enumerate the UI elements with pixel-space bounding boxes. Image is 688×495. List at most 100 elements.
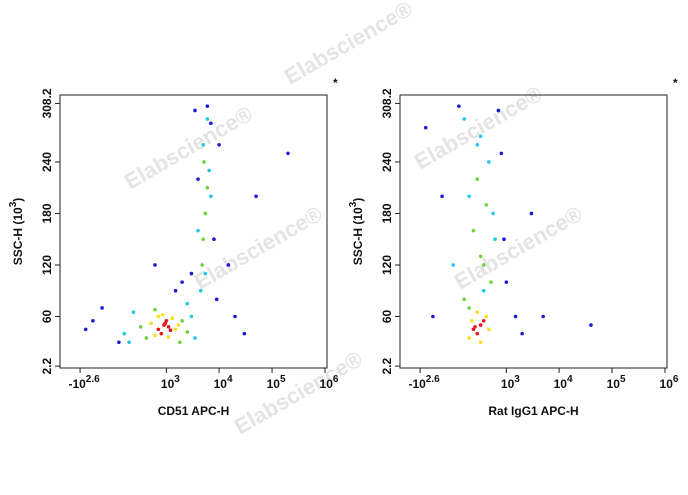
x-tick-exp: 5 xyxy=(620,374,626,385)
event-dot xyxy=(170,316,175,321)
y-title-exp: 3 xyxy=(348,201,359,207)
y-tick-label: 240 xyxy=(380,152,394,172)
event-dot xyxy=(205,104,210,108)
event-dot xyxy=(440,194,444,199)
event-dot xyxy=(217,142,221,147)
y-tick-label: 240 xyxy=(40,152,54,172)
watermark: Elabscience® xyxy=(450,201,587,294)
event-dot xyxy=(177,340,182,345)
event-dot xyxy=(493,237,497,242)
plot-frame xyxy=(59,94,328,369)
x-tick-exp: 4 xyxy=(227,374,233,385)
event-dot xyxy=(489,280,493,284)
y-tick-label: 60 xyxy=(380,309,394,323)
y-tick-label: 180 xyxy=(380,203,394,223)
plot-frame xyxy=(399,94,668,369)
y-tick-label: 120 xyxy=(380,255,394,275)
x-tick-base: -10 xyxy=(68,377,86,391)
event-dot xyxy=(423,125,428,130)
x-tick-base: 10 xyxy=(501,377,515,391)
x-tick-exp: 6 xyxy=(333,374,339,385)
corner-mark: * xyxy=(333,76,338,90)
event-dot xyxy=(185,330,190,334)
x-axis-title: Rat IgG1 APC-H xyxy=(488,404,578,418)
event-dot xyxy=(491,211,495,216)
x-tick-label: 106 xyxy=(320,374,339,391)
y-title-end: ) xyxy=(351,198,365,202)
event-dot xyxy=(487,160,491,164)
event-dot xyxy=(254,194,258,199)
event-dot xyxy=(166,324,171,329)
x-tick-base: 10 xyxy=(660,377,674,391)
event-dot xyxy=(541,314,545,319)
x-tick-exp: 3 xyxy=(174,374,180,385)
event-dot xyxy=(481,263,486,267)
event-dot xyxy=(467,336,471,340)
event-dot xyxy=(286,151,290,156)
event-dot xyxy=(478,323,483,327)
event-dot xyxy=(478,340,483,345)
event-dot xyxy=(156,327,161,332)
event-dot xyxy=(457,104,461,108)
event-dot xyxy=(153,307,157,312)
x-tick-exp: 6 xyxy=(673,374,679,385)
event-dot xyxy=(226,263,231,267)
y-tick-label: 2.2 xyxy=(40,357,54,374)
event-dot xyxy=(481,318,486,323)
event-dot xyxy=(149,321,153,326)
y-title-end: ) xyxy=(11,198,25,202)
event-dot xyxy=(203,211,208,216)
x-tick-exp: 2.6 xyxy=(426,374,440,385)
event-dot xyxy=(176,323,181,327)
event-dot xyxy=(166,335,171,339)
event-dot xyxy=(173,288,178,293)
event-dot xyxy=(189,314,194,319)
event-dot xyxy=(589,323,593,327)
x-tick-base: 10 xyxy=(161,377,175,391)
x-tick-label: 104 xyxy=(214,374,233,391)
event-dot xyxy=(198,288,203,293)
event-dot xyxy=(467,194,471,199)
x-tick-label: 103 xyxy=(161,374,180,391)
event-dot xyxy=(242,331,247,336)
event-dot xyxy=(475,310,480,314)
event-dot xyxy=(475,177,480,181)
x-tick-label: 105 xyxy=(607,374,626,391)
event-dot xyxy=(200,263,205,267)
event-dot xyxy=(153,263,157,267)
y-axis-title: SSC-H (103) xyxy=(348,198,365,266)
event-dot xyxy=(156,314,161,319)
event-dot xyxy=(144,336,149,340)
event-dot xyxy=(467,306,471,310)
y-tick-label: 180 xyxy=(40,203,54,223)
y-title-exp: 3 xyxy=(8,201,19,207)
y-tick-label: 60 xyxy=(40,309,54,323)
event-dot xyxy=(160,312,165,317)
x-tick-exp: 5 xyxy=(280,374,286,385)
x-tick-exp: 4 xyxy=(567,374,573,385)
event-dot xyxy=(475,331,480,336)
event-dot xyxy=(205,185,210,190)
y-tick-label: 308.2 xyxy=(380,88,394,118)
event-dot xyxy=(138,324,143,329)
event-dot xyxy=(168,328,173,333)
x-tick-label: 104 xyxy=(554,374,573,391)
x-tick-label: -102.6 xyxy=(408,374,440,391)
event-dot xyxy=(484,314,489,319)
corner-mark: * xyxy=(673,76,678,90)
event-dot xyxy=(173,327,178,332)
x-tick-label: 106 xyxy=(660,374,679,391)
x-tick-base: -10 xyxy=(408,377,426,391)
event-dot xyxy=(83,327,88,332)
event-dot xyxy=(484,203,489,207)
watermark: Elabscience® xyxy=(280,0,417,89)
event-dot xyxy=(91,318,95,323)
event-dot xyxy=(185,301,190,306)
x-tick-base: 10 xyxy=(607,377,621,391)
event-dot xyxy=(196,177,200,181)
x-tick-exp: 2.6 xyxy=(86,374,100,385)
event-dot xyxy=(117,340,121,345)
